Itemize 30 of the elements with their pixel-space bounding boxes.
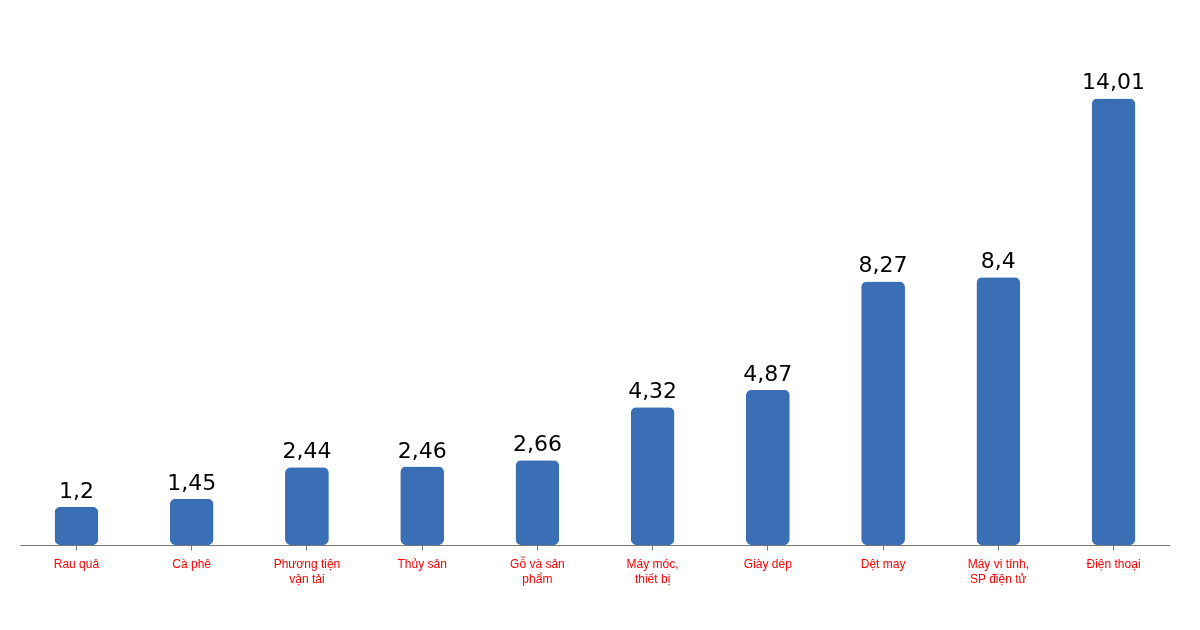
bar (1091, 98, 1136, 545)
x-tick-label: Cà phê (172, 556, 212, 571)
bar (54, 506, 99, 545)
data-label: 4,32 (628, 378, 678, 404)
x-tick-label: Dệt may (860, 556, 906, 571)
data-label: 2,46 (397, 437, 447, 463)
bar (745, 389, 790, 545)
bar (630, 407, 675, 545)
data-label: 1,2 (58, 477, 94, 503)
data-label: 8,27 (858, 252, 908, 278)
x-tick-label: Điện thoại (1086, 556, 1141, 571)
data-label: 8,4 (980, 248, 1016, 274)
x-tick-label: Máy vi tính, SP điện tử (967, 556, 1029, 586)
x-tick-label: Máy móc, thiết bị (626, 556, 679, 586)
x-tick-label: Gỗ và sản phẩm (510, 555, 565, 586)
x-tick-label: Rau quả (53, 556, 100, 571)
bar (861, 281, 905, 545)
data-label: 4,87 (743, 360, 793, 386)
bar (976, 277, 1021, 545)
x-tick-label: Giày dép (743, 556, 793, 571)
data-label: 14,01 (1082, 69, 1146, 95)
data-label: 1,45 (167, 469, 217, 495)
bar (400, 466, 445, 545)
data-label: 2,44 (282, 438, 332, 464)
bar (285, 467, 329, 545)
x-tick-label: Phương tiện vận tải (273, 556, 341, 586)
x-tick-label: Thủy sản (397, 556, 447, 571)
data-label: 2,66 (512, 431, 562, 457)
bar (169, 498, 214, 545)
bar (515, 460, 560, 545)
